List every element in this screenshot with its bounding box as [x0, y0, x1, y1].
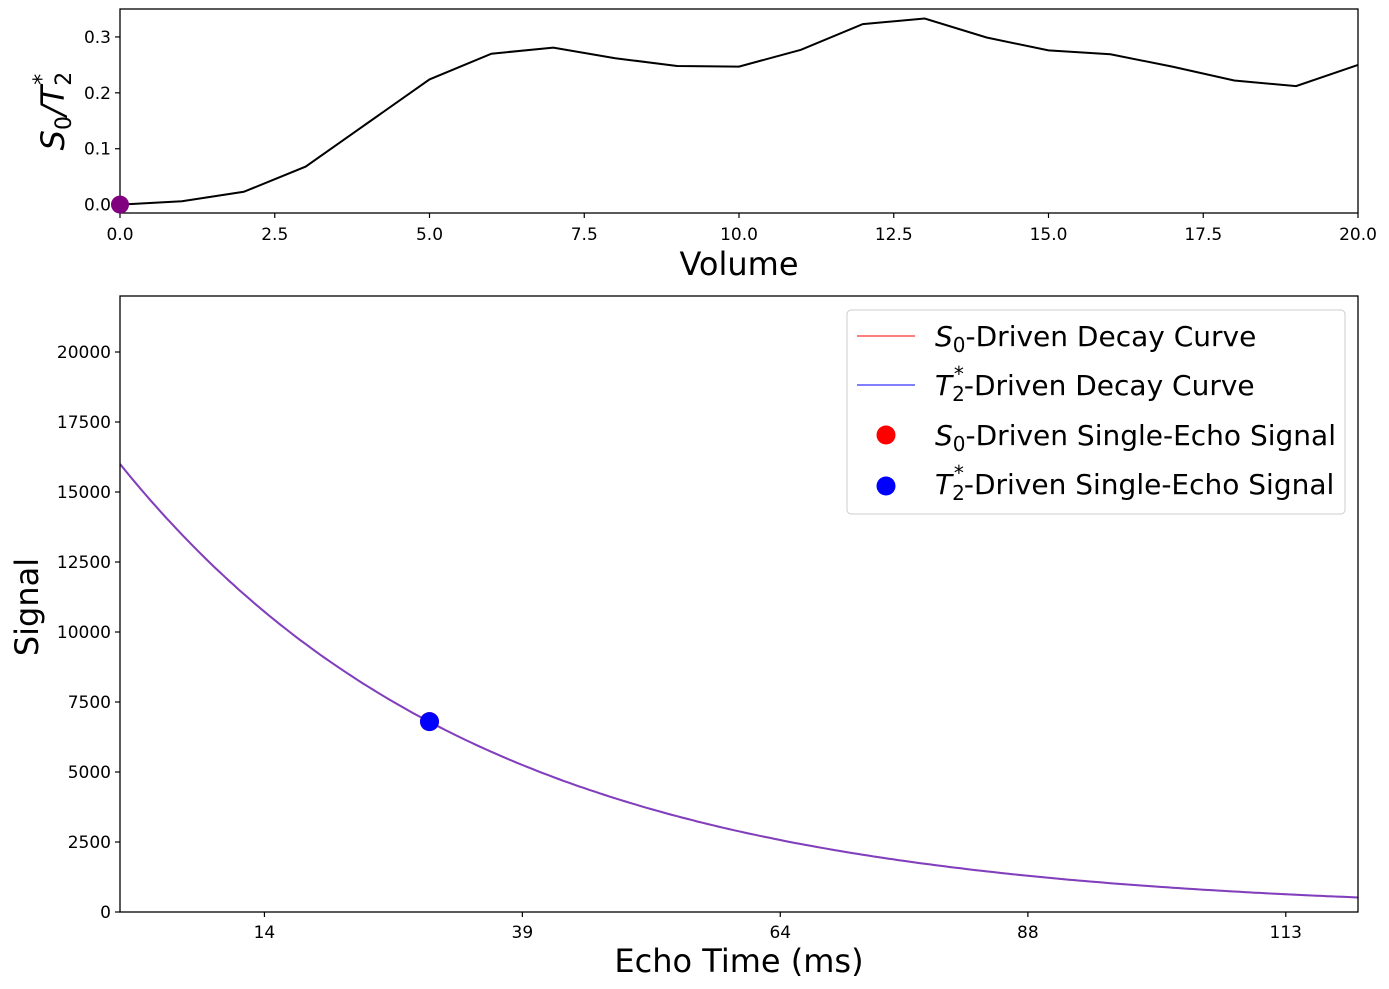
legend-label-s0-curve-sub: 0 — [953, 333, 966, 357]
bottom-chart: 14 39 64 88 113 0 2500 5000 7500 10000 12500 15000… — [8, 295, 1359, 980]
bottom-x-tick-label: 113 — [1270, 923, 1302, 943]
legend-label-s0-point-rest: -Driven Single-Echo Signal — [966, 419, 1336, 452]
bottom-y-tick-label: 0 — [100, 903, 111, 923]
legend-box — [846, 309, 1346, 515]
legend-label-s0-curve-rest: -Driven Decay Curve — [966, 320, 1257, 353]
top-x-tick-label: 7.5 — [571, 225, 598, 245]
legend-swatch-s0-point — [876, 425, 896, 445]
top-x-tick-label: 2.5 — [261, 225, 288, 245]
legend-label-t2-point-sym: T — [935, 468, 954, 501]
top-y-axis-title: S0/T2* — [30, 72, 77, 151]
top-x-tick-label: 20.0 — [1339, 225, 1377, 245]
top-y-tick-label: 0.2 — [84, 84, 111, 104]
bottom-y-tick-label: 7500 — [68, 693, 111, 713]
legend-label-t2-point-sup: * — [954, 461, 964, 485]
bottom-y-tick-label: 17500 — [57, 413, 111, 433]
top-y-axis-title-sub: 0 — [52, 116, 77, 130]
legend-label-t2-point: T2*-Driven Single-Echo Signal — [935, 461, 1334, 505]
top-x-axis: 0.0 2.5 5.0 7.5 10.0 12.5 15.0 17.5 20.0 — [106, 213, 1377, 245]
legend-label-s0-curve-sym: S — [935, 320, 953, 353]
top-series-line — [119, 17, 1359, 206]
legend: S0-Driven Decay Curve T2*-Driven Decay C… — [846, 309, 1346, 515]
single-echo-point-1 — [420, 712, 439, 732]
bottom-series-group — [119, 463, 1359, 899]
bottom-y-axis-title: Signal — [8, 558, 46, 656]
legend-label-s0-curve: S0-Driven Decay Curve — [935, 320, 1256, 357]
top-y-axis-title-s: S — [34, 130, 72, 150]
top-series-group — [111, 17, 1359, 214]
top-y-axis-title-mid: /T — [34, 83, 72, 119]
top-x-axis-title: Volume — [679, 245, 798, 283]
top-y-axis: 0.0 0.1 0.2 0.3 — [84, 28, 120, 216]
top-y-axis-title-sub2: 2 — [52, 72, 77, 86]
bottom-x-tick-label: 14 — [254, 923, 276, 943]
legend-label-t2-point-rest: -Driven Single-Echo Signal — [964, 468, 1334, 501]
legend-label-t2-point-sub: 2 — [952, 481, 965, 505]
bottom-x-tick-label: 64 — [769, 923, 791, 943]
top-x-tick-label: 10.0 — [720, 225, 758, 245]
top-x-tick-label: 12.5 — [875, 225, 913, 245]
legend-label-t2-curve: T2*-Driven Decay Curve — [935, 362, 1255, 406]
legend-label-s0-point-sub: 0 — [953, 432, 966, 456]
top-x-tick-label: 5.0 — [416, 225, 443, 245]
top-x-tick-label: 17.5 — [1184, 225, 1222, 245]
bottom-y-tick-label: 12500 — [57, 553, 111, 573]
legend-label-t2-curve-rest: -Driven Decay Curve — [964, 369, 1255, 402]
bottom-x-axis: 14 39 64 88 113 — [254, 912, 1302, 943]
top-y-tick-label: 0.1 — [84, 140, 111, 160]
legend-swatch-t2-point — [876, 476, 896, 496]
legend-label-t2-curve-sub: 2 — [952, 382, 965, 406]
bottom-y-tick-label: 2500 — [68, 833, 111, 853]
top-chart: 0.0 2.5 5.0 7.5 10.0 12.5 15.0 17.5 20.0 0.00.10… — [30, 8, 1377, 283]
top-plot-frame — [119, 8, 1359, 214]
top-y-tick-label: 0.3 — [84, 28, 111, 48]
bottom-y-tick-label: 20000 — [57, 343, 111, 363]
bottom-y-tick-label: 15000 — [57, 483, 111, 503]
top-y-axis-title-sup2: * — [30, 74, 55, 85]
legend-label-s0-point: S0-Driven Single-Echo Signal — [935, 419, 1336, 456]
decay-curve-0 — [119, 463, 1359, 899]
legend-label-t2-curve-sym: T — [935, 369, 954, 402]
legend-label-t2-curve-sup: * — [954, 362, 964, 386]
top-x-tick-label: 15.0 — [1030, 225, 1068, 245]
decay-curve-1 — [119, 463, 1359, 899]
bottom-y-axis: 0 2500 5000 7500 10000 12500 15000 17500 20000 — [57, 343, 120, 923]
bottom-plot-frame — [119, 295, 1359, 913]
top-volume-marker — [111, 195, 129, 214]
top-y-tick-label: 0.0 — [84, 196, 111, 216]
legend-label-s0-point-sym: S — [935, 419, 953, 452]
bottom-x-tick-label: 39 — [512, 923, 534, 943]
bottom-y-tick-label: 10000 — [57, 623, 111, 643]
bottom-y-tick-label: 5000 — [68, 763, 111, 783]
bottom-x-axis-title: Echo Time (ms) — [614, 942, 863, 980]
top-x-tick-label: 0.0 — [106, 225, 133, 245]
bottom-x-tick-label: 88 — [1017, 923, 1039, 943]
